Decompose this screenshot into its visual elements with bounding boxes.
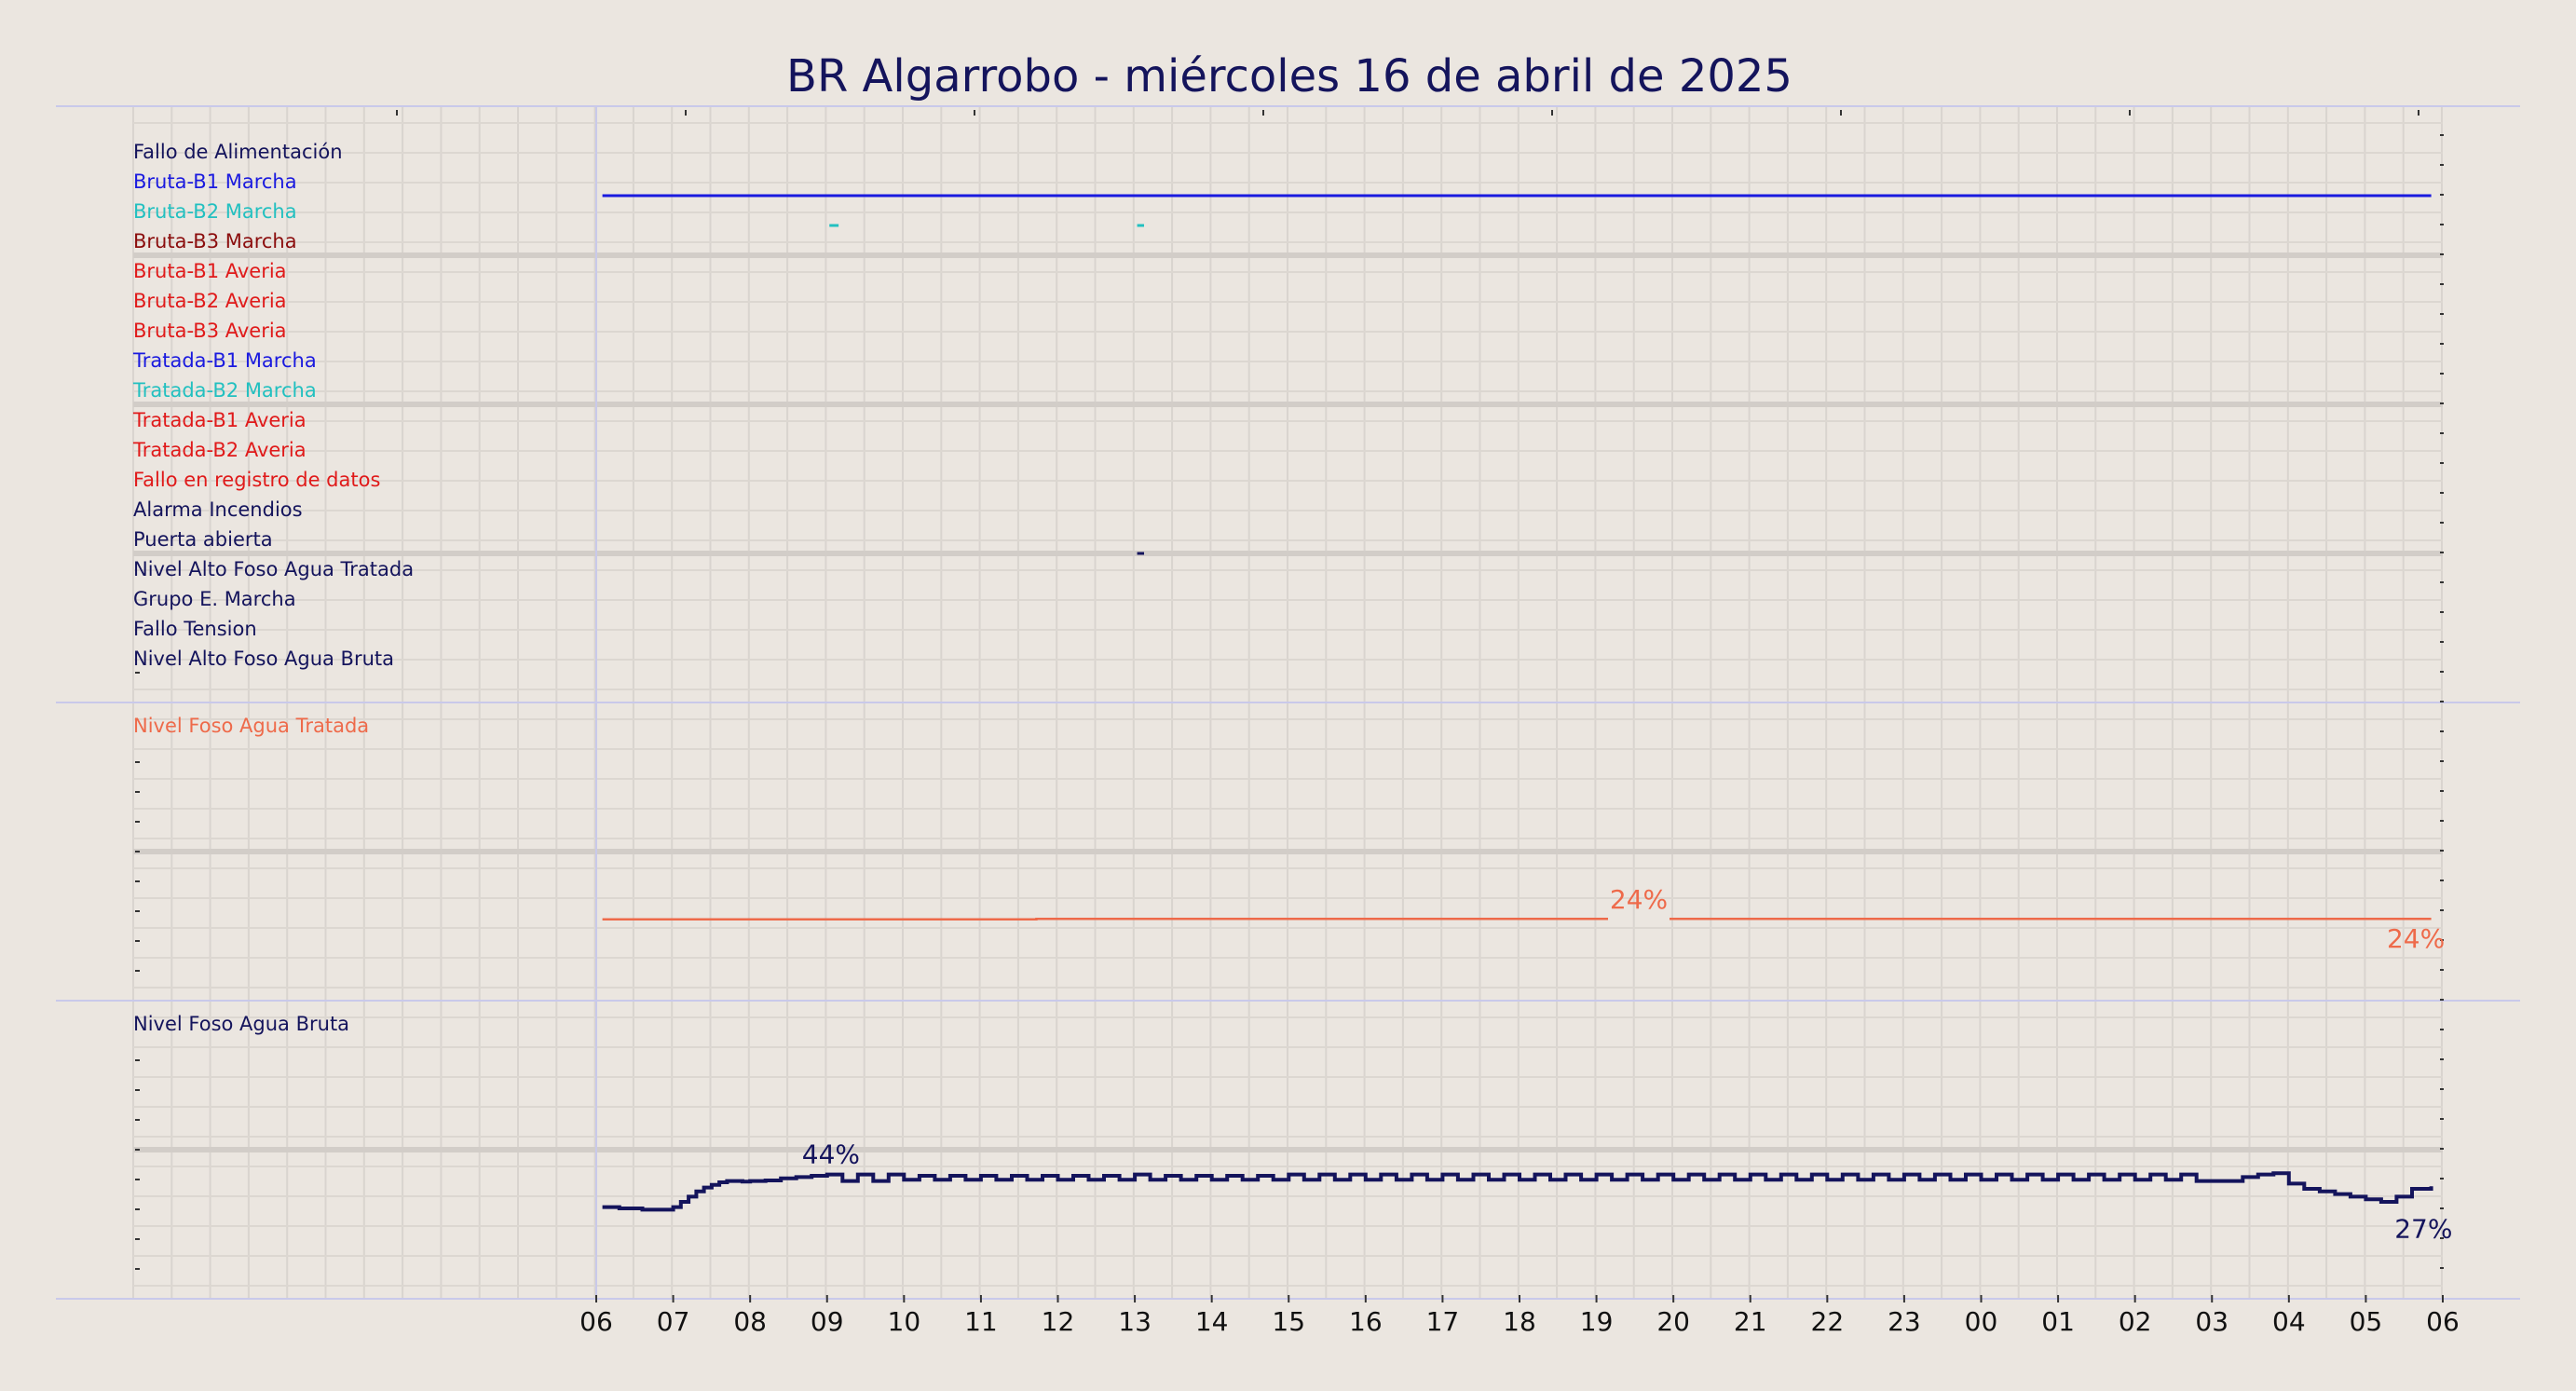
x-tick-label: 01	[2041, 1306, 2075, 1337]
signal-label: Alarma Incendios	[133, 498, 303, 521]
signal-label: Fallo en registro de datos	[133, 469, 380, 491]
level-panels: Nivel Foso Agua Tratada 24% 24% Nivel Foso …	[133, 715, 2452, 1244]
x-axis: 06 07 08 09 10 11 12 13 14 15 16 17 18 19 20 21 22 23 00 01…	[579, 1295, 2460, 1337]
signal-label: Nivel Alto Foso Agua Bruta	[133, 648, 394, 670]
signal-label: Bruta-B2 Averia	[133, 290, 287, 312]
level-label: Nivel Foso Agua Bruta	[133, 1013, 349, 1035]
x-tick-label: 06	[2426, 1306, 2460, 1337]
data-label: 24%	[2387, 923, 2445, 954]
x-tick-label: 13	[1118, 1306, 1152, 1337]
x-tick-label: 02	[2119, 1306, 2152, 1337]
x-tick-label: 19	[1580, 1306, 1614, 1337]
x-tick-label: 23	[1888, 1306, 1921, 1337]
signal-label: Bruta-B1 Marcha	[133, 170, 297, 193]
signal-label: Bruta-B2 Marcha	[133, 200, 297, 223]
x-tick-label: 00	[1965, 1306, 1998, 1337]
data-label: 27%	[2394, 1213, 2452, 1244]
x-tick-label: 15	[1272, 1306, 1305, 1337]
x-tick-label: 09	[811, 1306, 844, 1337]
signal-label: Tratada-B2 Averia	[132, 439, 307, 461]
x-tick-label: 08	[733, 1306, 767, 1337]
level-series-line	[602, 917, 1608, 921]
signal-label: Bruta-B3 Averia	[133, 320, 287, 342]
level-series-line	[602, 1171, 2433, 1212]
data-label: 24%	[1610, 884, 1668, 915]
x-tick-label: 10	[888, 1306, 921, 1337]
x-tick-label: 18	[1503, 1306, 1536, 1337]
x-tick-label: 22	[1811, 1306, 1845, 1337]
signal-label: Puerta abierta	[133, 528, 273, 551]
chart-title: BR Algarrobo - miércoles 16 de abril de …	[786, 50, 1792, 102]
signal-label: Fallo Tension	[133, 618, 257, 640]
x-tick-label: 17	[1426, 1306, 1460, 1337]
data-label: 44%	[802, 1139, 860, 1170]
x-tick-label: 06	[579, 1306, 613, 1337]
signal-label: Tratada-B2 Marcha	[132, 379, 317, 402]
x-tick-label: 20	[1656, 1306, 1690, 1337]
signal-label: Grupo E. Marcha	[133, 588, 296, 610]
signal-label: Fallo de Alimentación	[133, 141, 343, 163]
level-label: Nivel Foso Agua Tratada	[133, 715, 369, 737]
x-tick-label: 16	[1349, 1306, 1383, 1337]
x-tick-label: 04	[2272, 1306, 2306, 1337]
x-tick-label: 03	[2195, 1306, 2228, 1337]
x-tick-label: 11	[964, 1306, 998, 1337]
signal-label: Nivel Alto Foso Agua Tratada	[133, 558, 414, 580]
x-tick-label: 21	[1734, 1306, 1767, 1337]
signal-label: Bruta-B3 Marcha	[133, 230, 297, 252]
signal-label: Tratada-B1 Averia	[132, 409, 307, 431]
digital-signals-panel: Fallo de Alimentación Bruta-B1 Marcha Brut…	[132, 141, 2432, 670]
signal-label: Bruta-B1 Averia	[133, 260, 287, 282]
x-tick-label: 05	[2350, 1306, 2383, 1337]
x-tick-label: 07	[657, 1306, 690, 1337]
x-tick-label: 14	[1195, 1306, 1229, 1337]
signal-label: Tratada-B1 Marcha	[132, 349, 317, 372]
x-tick-label: 12	[1042, 1306, 1075, 1337]
